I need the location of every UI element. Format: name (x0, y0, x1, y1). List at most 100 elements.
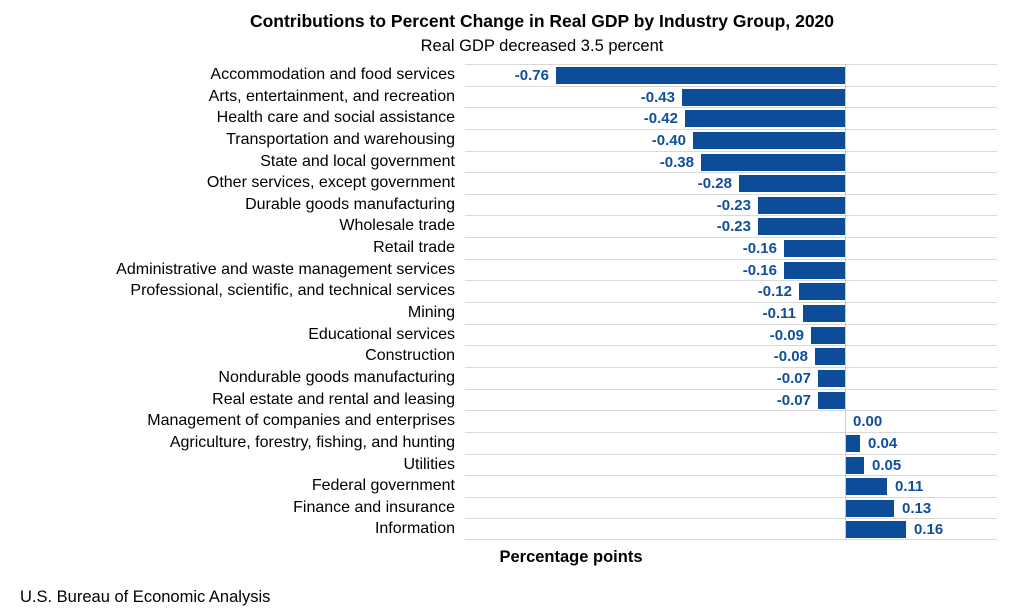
bar (815, 348, 845, 366)
category-label: Nondurable goods manufacturing (218, 368, 455, 386)
category-label: Real estate and rental and leasing (212, 390, 455, 408)
bar (818, 369, 845, 387)
chart-row: Accommodation and food services -0.76 (0, 64, 997, 86)
category-label: Transportation and warehousing (226, 130, 455, 148)
category-label: Federal government (311, 477, 455, 495)
bar (845, 499, 894, 517)
category-label: Utilities (403, 455, 455, 473)
bar (758, 218, 845, 236)
plot-cell: -0.23 (465, 215, 997, 237)
bar (556, 67, 845, 84)
value-label: 0.05 (872, 456, 902, 474)
category-label: Wholesale trade (339, 217, 455, 235)
bar (803, 305, 845, 323)
chart-row: Mining -0.11 (0, 302, 997, 324)
category-label: Educational services (308, 325, 455, 343)
plot-cell: -0.12 (465, 280, 997, 302)
bar (811, 326, 845, 344)
chart-row: Federal government 0.11 (0, 475, 997, 497)
plot-cell: -0.23 (465, 193, 997, 216)
chart-row: Information 0.16 (0, 518, 997, 540)
chart-row: Other services, except government -0.28 (0, 172, 997, 194)
plot-cell: -0.11 (465, 302, 997, 324)
plot-cell: -0.07 (465, 366, 997, 389)
bar (758, 196, 845, 214)
bar (818, 391, 845, 409)
plot-cell: 0.04 (465, 431, 997, 454)
chart-row: Retail trade -0.16 (0, 237, 997, 259)
category-label: Durable goods manufacturing (245, 195, 455, 213)
category-label: Administrative and waste management serv… (116, 260, 455, 278)
plot-cell: -0.16 (465, 258, 997, 281)
bar (784, 240, 845, 258)
bar (845, 478, 887, 496)
x-axis-label: Percentage points (499, 548, 643, 566)
value-label: -0.16 (742, 261, 777, 279)
value-label: -0.43 (640, 88, 675, 106)
bar (784, 261, 845, 279)
value-label: -0.07 (776, 391, 811, 409)
value-label: 0.00 (853, 413, 883, 431)
value-label: 0.13 (902, 499, 932, 517)
source-note: U.S. Bureau of Economic Analysis (20, 588, 271, 606)
chart-row: Health care and social assistance -0.42 (0, 107, 997, 129)
zero-axis-line (845, 64, 846, 540)
bar-chart-plot-area: Accommodation and food services -0.76 Ar… (0, 64, 997, 540)
plot-cell: -0.43 (465, 85, 997, 108)
category-label: Finance and insurance (293, 498, 455, 516)
plot-cell: -0.38 (465, 150, 997, 173)
plot-cell: -0.28 (465, 172, 997, 194)
chart-row: Finance and insurance 0.13 (0, 496, 997, 519)
chart-row: Agriculture, forestry, fishing, and hunt… (0, 431, 997, 454)
chart-row: Administrative and waste management serv… (0, 258, 997, 281)
bar (845, 521, 906, 539)
chart-subtitle: Real GDP decreased 3.5 percent (420, 37, 664, 55)
bar (799, 283, 845, 301)
chart-row: Management of companies and enterprises … (0, 410, 997, 432)
chart-row: Durable goods manufacturing -0.23 (0, 193, 997, 216)
value-label: -0.38 (659, 153, 694, 171)
bottom-gridline (465, 539, 997, 540)
value-label: -0.40 (651, 131, 686, 149)
bar (701, 153, 845, 171)
chart-row: Construction -0.08 (0, 345, 997, 367)
value-label: -0.12 (757, 283, 792, 301)
plot-cell: -0.42 (465, 107, 997, 129)
chart-row: Arts, entertainment, and recreation -0.4… (0, 85, 997, 108)
category-label: Arts, entertainment, and recreation (208, 87, 455, 105)
value-label: 0.11 (895, 478, 924, 496)
plot-cell: -0.07 (465, 388, 997, 411)
bar (685, 110, 845, 128)
chart-row: Real estate and rental and leasing -0.07 (0, 388, 997, 411)
plot-cell: -0.09 (465, 323, 997, 346)
bar (845, 456, 864, 474)
plot-cell: -0.40 (465, 128, 997, 151)
chart-row: Educational services -0.09 (0, 323, 997, 346)
chart-row: State and local government -0.38 (0, 150, 997, 173)
category-label: Management of companies and enterprises (147, 412, 455, 430)
plot-cell: 0.05 (465, 453, 997, 476)
category-label: Mining (407, 304, 455, 322)
plot-cell: -0.16 (465, 237, 997, 259)
value-label: -0.11 (762, 305, 796, 323)
plot-cell: 0.16 (465, 518, 997, 540)
chart-row: Transportation and warehousing -0.40 (0, 128, 997, 151)
value-label: 0.16 (914, 521, 944, 539)
plot-cell: -0.08 (465, 345, 997, 367)
value-label: -0.23 (716, 218, 751, 236)
bar (845, 434, 860, 452)
plot-cell: 0.13 (465, 496, 997, 519)
value-label: -0.42 (643, 110, 678, 128)
chart-title: Contributions to Percent Change in Real … (249, 11, 835, 31)
chart-row: Nondurable goods manufacturing -0.07 (0, 366, 997, 389)
plot-cell: -0.76 (465, 64, 997, 86)
value-label: -0.76 (514, 67, 549, 84)
value-label: -0.09 (769, 326, 804, 344)
plot-cell: 0.11 (465, 475, 997, 497)
category-label: Accommodation and food services (210, 66, 455, 83)
category-label: Health care and social assistance (216, 109, 455, 127)
bar (682, 88, 845, 106)
chart-rows: Accommodation and food services -0.76 Ar… (0, 64, 997, 540)
bar (739, 175, 845, 193)
